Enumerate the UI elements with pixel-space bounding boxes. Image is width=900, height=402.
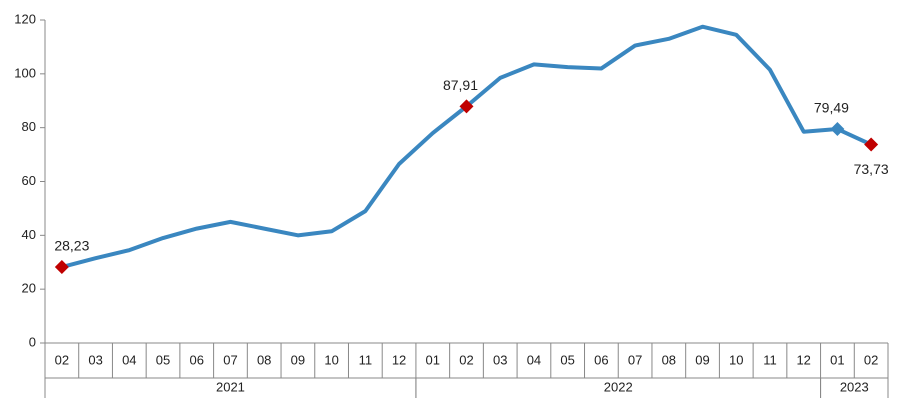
- y-tick-label: 0: [29, 334, 36, 349]
- y-tick-label: 60: [22, 173, 36, 188]
- y-tick-label: 80: [22, 119, 36, 134]
- x-tick-label: 02: [459, 352, 473, 367]
- x-tick-label: 06: [190, 352, 204, 367]
- x-tick-label: 05: [156, 352, 170, 367]
- x-tick-label: 03: [88, 352, 102, 367]
- x-tick-label: 08: [662, 352, 676, 367]
- x-tick-label: 01: [426, 352, 440, 367]
- data-label: 87,91: [443, 77, 478, 93]
- x-tick-label: 10: [729, 352, 743, 367]
- y-tick-label: 100: [14, 65, 36, 80]
- x-tick-label: 11: [763, 352, 777, 367]
- data-label: 79,49: [814, 100, 849, 116]
- group-label: 2021: [216, 379, 245, 394]
- y-tick-label: 20: [22, 281, 36, 296]
- x-tick-label: 01: [830, 352, 844, 367]
- x-tick-label: 09: [291, 352, 305, 367]
- y-tick-label: 40: [22, 227, 36, 242]
- x-tick-label: 07: [223, 352, 237, 367]
- marker: [830, 122, 845, 137]
- marker: [864, 137, 879, 152]
- x-tick-label: 11: [359, 352, 373, 367]
- x-tick-label: 12: [796, 352, 810, 367]
- x-tick-label: 04: [527, 352, 541, 367]
- x-tick-label: 07: [628, 352, 642, 367]
- group-label: 2022: [604, 379, 633, 394]
- x-tick-label: 08: [257, 352, 271, 367]
- x-tick-label: 10: [324, 352, 338, 367]
- x-tick-label: 12: [392, 352, 406, 367]
- x-tick-label: 02: [864, 352, 878, 367]
- x-tick-label: 06: [594, 352, 608, 367]
- group-label: 2023: [840, 379, 869, 394]
- marker: [54, 260, 69, 275]
- data-label: 28,23: [54, 238, 89, 254]
- y-tick-label: 120: [14, 11, 36, 26]
- marker: [459, 99, 474, 114]
- x-tick-label: 04: [122, 352, 136, 367]
- x-tick-label: 02: [55, 352, 69, 367]
- x-tick-label: 05: [560, 352, 574, 367]
- data-label: 73,73: [854, 161, 889, 177]
- line: [61, 24, 872, 269]
- x-tick-label: 09: [695, 352, 709, 367]
- x-tick-label: 03: [493, 352, 507, 367]
